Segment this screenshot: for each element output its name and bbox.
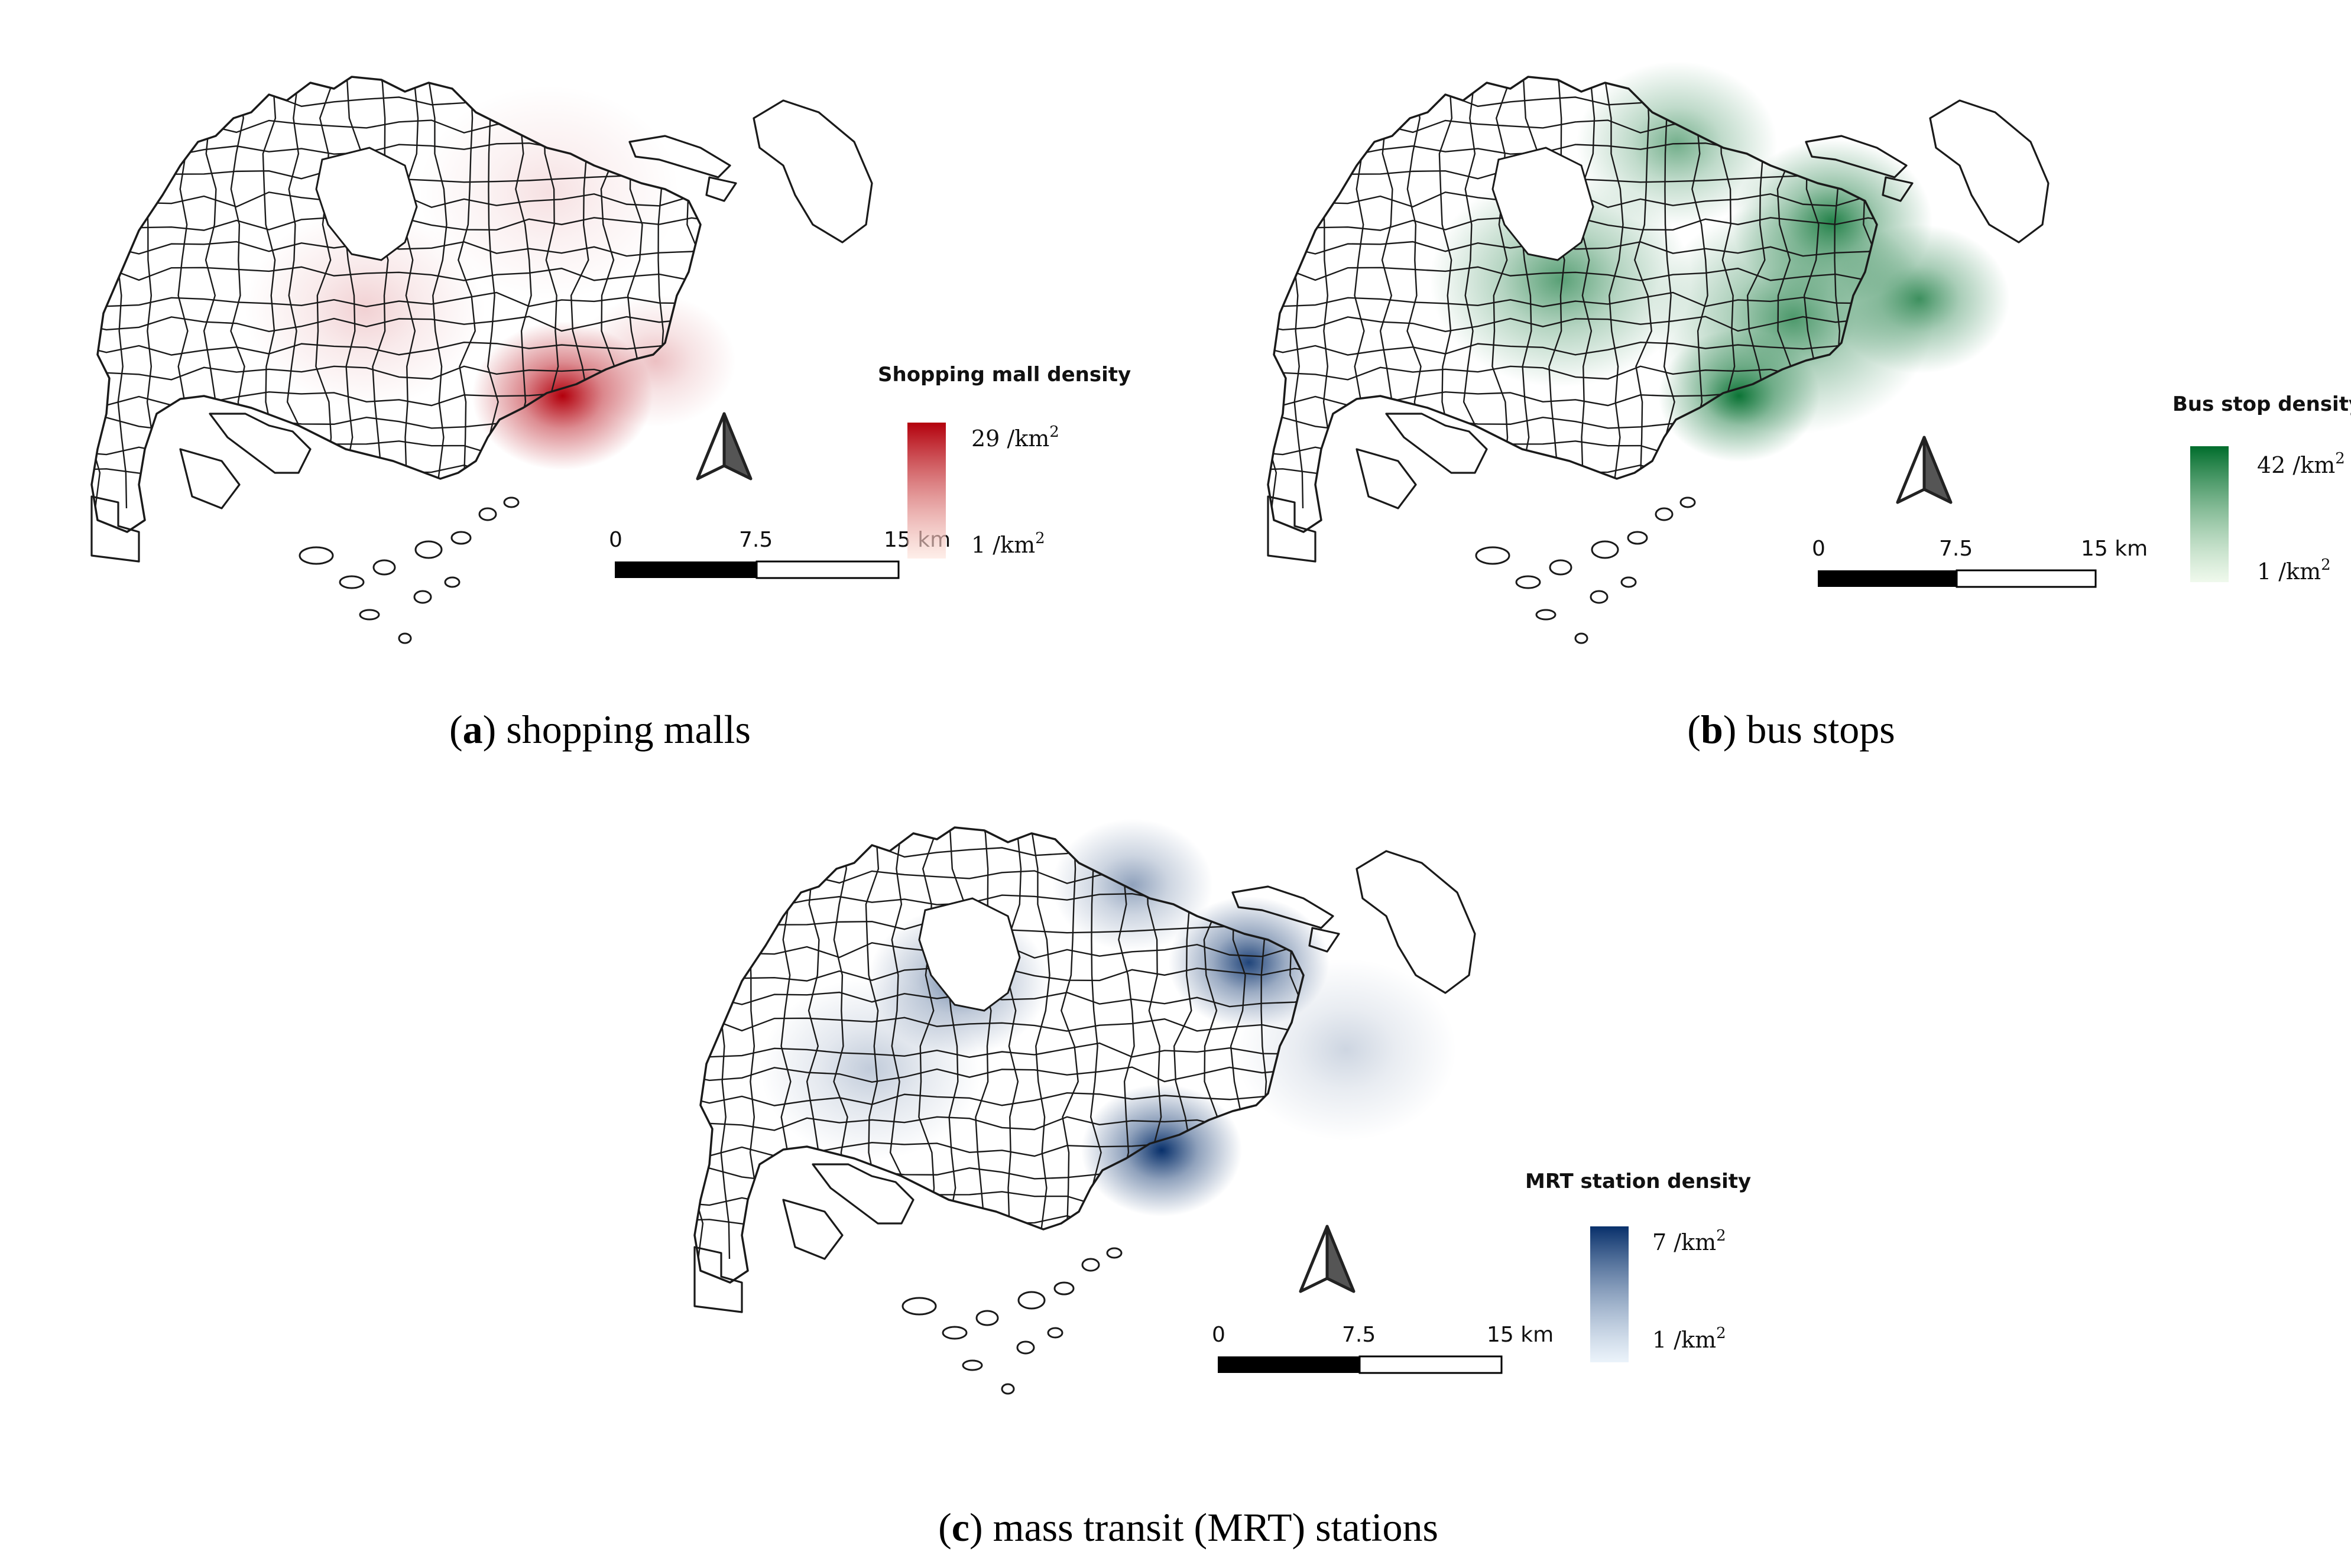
legend-min-label: 1 /km2 [2257,556,2331,585]
density-hotspot [760,978,981,1160]
scale-label-mid: 7.5 [1939,537,1973,561]
legend-min-label: 1 /km2 [1652,1324,1726,1353]
caption-text: shopping malls [506,707,751,752]
legend-title: Shopping mall density [878,363,1131,387]
legend-color-ramp [2190,446,2229,582]
density-legend: MRT station density 7 /km2 1 /km2 [1525,1170,1751,1362]
planning-subzone-map [693,826,1476,1395]
north-arrow-icon [1299,1225,1356,1293]
panel-a-shopping-malls: 0 7.5 15 km Shopping mall density 29 /km… [90,76,1131,644]
caption-text: bus stops [1746,707,1895,752]
legend-max-label: 7 /km2 [1652,1227,1726,1255]
panel-c-mrt-stations: 0 7.5 15 km MRT station density 7 /km2 1… [693,819,1751,1395]
scale-bar: 0 7.5 15 km [1812,537,2148,588]
density-hotspot [1235,958,1457,1141]
caption-letter: b [1700,707,1723,752]
density-heatmap [244,85,736,470]
density-hotspot [244,209,485,408]
legend-max-label: 42 /km2 [2257,450,2345,478]
scale-label-max: 15 km [1487,1323,1554,1347]
density-hotspot [1429,172,1691,388]
scale-label-0: 0 [1212,1323,1225,1347]
density-legend: Bus stop density 42 /km2 1 /km2 [2172,392,2351,585]
density-hotspot [1081,1084,1242,1217]
density-hotspot [418,85,680,300]
caption-letter: a [462,707,483,752]
density-legend: Shopping mall density 29 /km2 1 /km2 [878,363,1131,559]
density-heatmap [1429,61,2010,462]
caption-letter: c [951,1505,969,1550]
caption-text: mass transit (MRT) stations [993,1505,1438,1550]
legend-title: MRT station density [1525,1170,1751,1193]
scale-bar: 0 7.5 15 km [609,528,951,579]
scale-label-max: 15 km [2081,537,2148,561]
legend-max-label: 29 /km2 [971,423,1059,452]
scale-label-mid: 7.5 [1342,1323,1376,1347]
north-arrow-icon [696,412,753,481]
caption-b: (b) bus stops [1687,707,1895,752]
legend-title: Bus stop density [2172,392,2351,416]
scale-label-0: 0 [1812,537,1825,561]
caption-c: (c) mass transit (MRT) stations [938,1505,1438,1550]
scale-bar: 0 7.5 15 km [1212,1323,1554,1374]
legend-min-label: 1 /km2 [971,530,1045,558]
caption-a: (a) shopping malls [449,707,751,752]
north-arrow-icon [1896,436,1953,504]
density-hotspot [575,294,736,427]
panel-b-bus-stops: 0 7.5 15 km Bus stop density 42 /km2 1 /… [1267,61,2351,644]
scale-label-mid: 7.5 [739,528,773,552]
legend-color-ramp [1590,1226,1629,1362]
legend-color-ramp [907,423,946,559]
scale-label-0: 0 [609,528,622,552]
